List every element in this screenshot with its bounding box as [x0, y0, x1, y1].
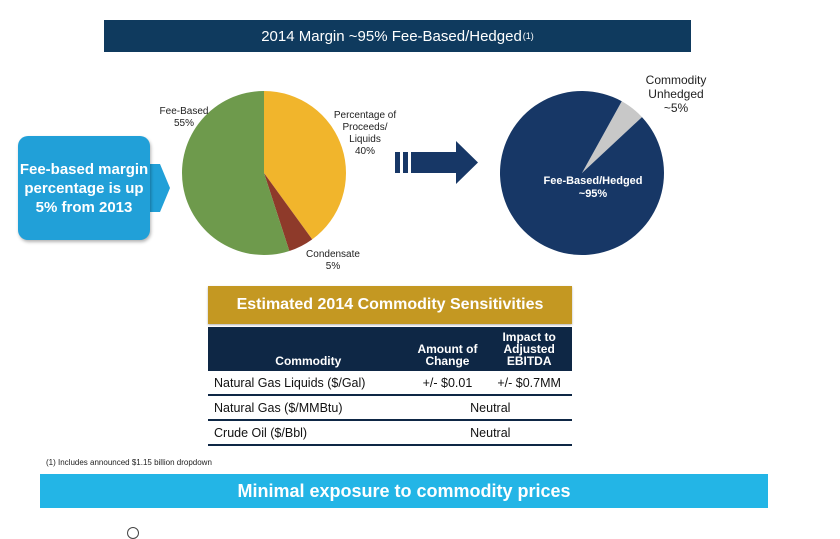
bottom-banner: Minimal exposure to commodity prices: [40, 474, 768, 508]
pie-slice-fee-based: [181, 90, 290, 255]
slice-label-condensate: Condensate 5%: [298, 249, 368, 273]
slice-label-proceeds: Percentage of Proceeds/ Liquids 40%: [328, 110, 402, 158]
cell-commodity: Natural Gas ($/MMBtu): [208, 395, 409, 421]
cell-commodity: Natural Gas Liquids ($/Gal): [208, 371, 409, 396]
table-header-row: Commodity Amount of Change Impact to Adj…: [208, 327, 572, 371]
table-row: Natural Gas Liquids ($/Gal) +/- $0.01 +/…: [208, 371, 572, 396]
cell-impact: +/- $0.7MM: [486, 371, 572, 396]
sensitivities-title: Estimated 2014 Commodity Sensitivities: [208, 286, 572, 324]
slice-value: ~95%: [578, 188, 608, 200]
slice-value: 40%: [354, 146, 375, 157]
arrow-right-icon: [395, 141, 478, 184]
slice-value: 5%: [325, 261, 341, 272]
header-impact: Impact to Adjusted EBITDA: [486, 327, 572, 371]
callout-text: Fee-based margin percentage is up 5% fro…: [19, 160, 149, 216]
margin-mix-pie: [181, 90, 346, 255]
header-amount: Amount of Change: [408, 327, 487, 371]
slice-name: Percentage of Proceeds/ Liquids: [333, 110, 397, 145]
pie-slice-hedged: [500, 90, 664, 256]
title-text: 2014 Margin ~95% Fee-Based/Hedged: [261, 27, 522, 45]
title-footnote-marker: (1): [522, 31, 534, 41]
slice-value: 55%: [173, 118, 194, 129]
slice-name: Fee-Based: [159, 106, 209, 117]
pie-slice-unhedged: [582, 101, 642, 173]
slice-label-hedged: Fee-Based/Hedged ~95%: [528, 175, 658, 201]
cell-commodity: Crude Oil ($/Bbl): [208, 420, 409, 446]
slice-name: Condensate: [306, 249, 360, 260]
table-row: Natural Gas ($/MMBtu) Neutral: [208, 395, 572, 421]
table-row: Crude Oil ($/Bbl) Neutral: [208, 420, 572, 446]
callout-box: Fee-based margin percentage is up 5% fro…: [18, 136, 150, 240]
slice-value: ~5%: [663, 101, 689, 115]
page-marker-icon: [127, 527, 139, 539]
callout-pointer-icon: [150, 164, 170, 212]
cell-amount: +/- $0.01: [408, 371, 487, 396]
sensitivities-table: Commodity Amount of Change Impact to Adj…: [208, 327, 572, 446]
slice-name: Commodity Unhedged: [645, 73, 707, 101]
slice-label-unhedged: Commodity Unhedged ~5%: [636, 73, 716, 115]
cell-merged: Neutral: [408, 420, 572, 446]
title-banner: 2014 Margin ~95% Fee-Based/Hedged (1): [104, 20, 691, 52]
hedged-pie: [500, 90, 664, 256]
cell-merged: Neutral: [408, 395, 572, 421]
slice-name: Fee-Based/Hedged: [543, 175, 643, 187]
footnote: (1) Includes announced $1.15 billion dro…: [46, 458, 212, 467]
pie-slice-condensate: [264, 173, 313, 251]
pie-slice-proceeds: [264, 91, 346, 240]
header-commodity: Commodity: [208, 327, 409, 371]
slice-label-fee-based: Fee-Based 55%: [150, 106, 218, 130]
